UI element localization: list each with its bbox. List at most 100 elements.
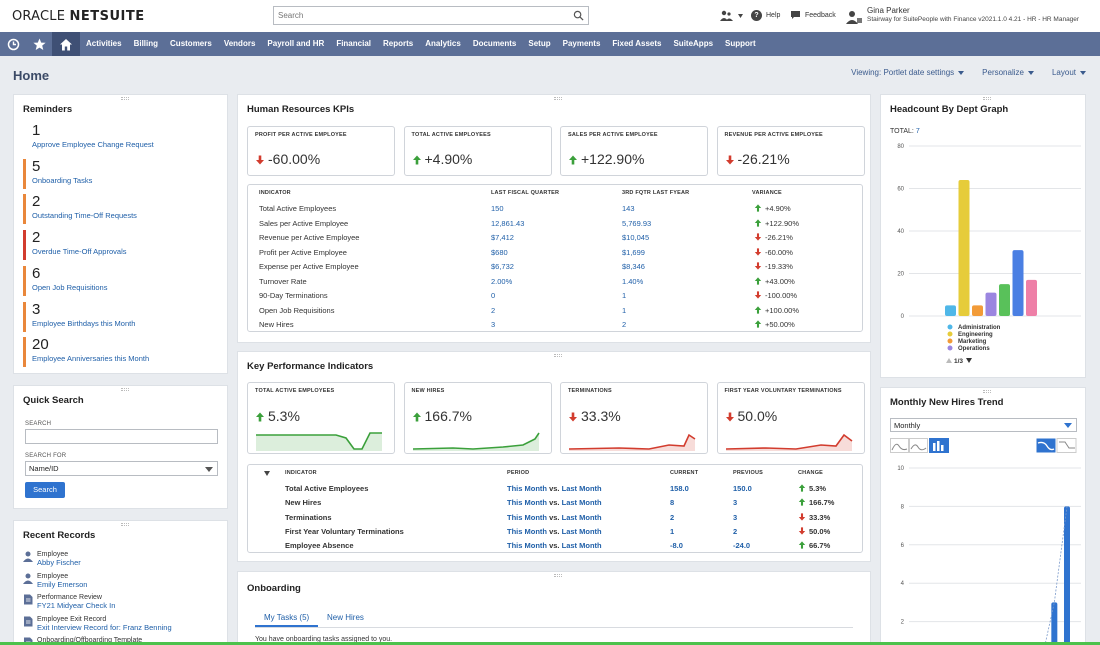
last-quarter-cell[interactable]: $6,732 bbox=[491, 262, 514, 271]
legend-next-icon[interactable] bbox=[966, 358, 972, 363]
kpi-card[interactable]: NEW HIRES 166.7% bbox=[403, 382, 552, 454]
last-quarter-cell[interactable]: 0 bbox=[491, 291, 496, 300]
prior-year-cell[interactable]: 1 bbox=[622, 305, 627, 315]
previous-cell[interactable]: 150.0 bbox=[733, 484, 752, 493]
nav-support[interactable]: Support bbox=[725, 39, 756, 48]
record-name[interactable]: FY21 Midyear Check In bbox=[37, 601, 116, 610]
reminder-item[interactable]: 2 Overdue Time-Off Approvals bbox=[23, 230, 223, 261]
recent-record-item[interactable]: Employee Exit Record Exit Interview Recor… bbox=[23, 616, 172, 632]
prior-year-cell[interactable]: 5,769.93 bbox=[622, 218, 652, 228]
recent-record-item[interactable]: Employee Emily Emerson bbox=[23, 573, 87, 589]
tab-my-tasks[interactable]: My Tasks (5) bbox=[264, 613, 310, 622]
kpi-card[interactable]: TERMINATIONS 33.3% bbox=[560, 382, 708, 454]
bar[interactable] bbox=[1012, 250, 1024, 316]
netsuite-logo[interactable]: ORACLE NETSUITE bbox=[12, 9, 145, 24]
reminder-item[interactable]: 3 Employee Birthdays this Month bbox=[23, 301, 223, 332]
quick-search-input[interactable] bbox=[25, 429, 218, 444]
global-search-input[interactable] bbox=[274, 7, 564, 24]
drag-handle[interactable] bbox=[554, 354, 562, 357]
last-quarter-cell[interactable]: 150 bbox=[491, 204, 504, 213]
nav-payroll-hr[interactable]: Payroll and HR bbox=[267, 39, 325, 48]
previous-cell[interactable]: 3 bbox=[733, 498, 738, 508]
nav-suiteapps[interactable]: SuiteApps bbox=[673, 39, 714, 48]
nav-analytics[interactable]: Analytics bbox=[425, 39, 461, 48]
layout-dropdown[interactable]: Layout bbox=[1052, 68, 1086, 77]
bar[interactable] bbox=[1026, 279, 1037, 316]
previous-cell[interactable]: 2 bbox=[733, 526, 738, 536]
search-button[interactable]: Search bbox=[25, 482, 65, 498]
period-cell[interactable]: This Month vs. Last Month bbox=[507, 498, 602, 508]
prior-year-cell[interactable]: 2 bbox=[622, 320, 627, 329]
prior-year-cell[interactable]: $10,045 bbox=[622, 233, 650, 242]
last-quarter-cell[interactable]: 3 bbox=[491, 320, 496, 329]
shortcuts-menu[interactable] bbox=[720, 10, 743, 21]
last-quarter-cell[interactable]: 2 bbox=[491, 305, 496, 315]
reminder-item[interactable]: 20 Employee Anniversaries this Month bbox=[23, 337, 223, 368]
reminder-label[interactable]: Employee Birthdays this Month bbox=[32, 318, 136, 328]
reminder-item[interactable]: 1 Approve Employee Change Request bbox=[23, 123, 223, 153]
kpi-card[interactable]: TOTAL ACTIVE EMPLOYEES 5.3% bbox=[247, 382, 395, 454]
nav-setup[interactable]: Setup bbox=[528, 39, 551, 48]
current-cell[interactable]: -8.0 bbox=[670, 541, 683, 551]
previous-cell[interactable]: 3 bbox=[733, 512, 738, 522]
recent-record-item[interactable]: Employee Abby Fischer bbox=[23, 551, 81, 567]
drag-handle[interactable] bbox=[983, 97, 991, 100]
nav-payments[interactable]: Payments bbox=[562, 39, 601, 48]
reminder-item[interactable]: 2 Outstanding Time-Off Requests bbox=[23, 194, 223, 225]
current-cell[interactable]: 2 bbox=[670, 512, 675, 522]
area-chart-icon[interactable] bbox=[890, 438, 909, 453]
drag-handle[interactable] bbox=[554, 574, 562, 577]
prior-year-cell[interactable]: $1,699 bbox=[622, 247, 645, 257]
period-cell[interactable]: This Month vs. Last Month bbox=[507, 526, 602, 536]
bar[interactable] bbox=[972, 305, 983, 316]
last-quarter-cell[interactable]: $7,412 bbox=[491, 233, 514, 242]
reminder-label[interactable]: Outstanding Time-Off Requests bbox=[32, 211, 137, 221]
kpi-card[interactable]: PROFIT PER ACTIVE EMPLOYEE -60.00% bbox=[247, 126, 395, 176]
star-icon[interactable] bbox=[26, 32, 52, 56]
current-cell[interactable]: 1 bbox=[670, 526, 675, 536]
nav-documents[interactable]: Documents bbox=[472, 39, 517, 48]
reminder-item[interactable]: 6 Open Job Requisitions bbox=[23, 265, 223, 296]
personalize-dropdown[interactable]: Personalize bbox=[982, 68, 1034, 77]
drag-handle[interactable] bbox=[120, 388, 129, 391]
nav-financial[interactable]: Financial bbox=[336, 39, 371, 48]
nav-activities[interactable]: Activities bbox=[86, 39, 122, 48]
nav-fixed-assets[interactable]: Fixed Assets bbox=[612, 39, 662, 48]
record-name[interactable]: Emily Emerson bbox=[37, 579, 88, 589]
record-name[interactable]: Abby Fischer bbox=[37, 558, 81, 567]
period-cell[interactable]: This Month vs. Last Month bbox=[507, 484, 602, 493]
bar[interactable] bbox=[985, 292, 997, 316]
search-icon[interactable] bbox=[573, 10, 584, 21]
prior-year-cell[interactable]: 143 bbox=[622, 204, 635, 213]
recent-record-item[interactable]: Performance Review FY21 Midyear Check In bbox=[23, 594, 115, 610]
kpi-card[interactable]: SALES PER ACTIVE EMPLOYEE +122.90% bbox=[560, 126, 708, 176]
search-for-select[interactable]: Name/ID bbox=[25, 461, 218, 476]
line-chart-icon[interactable] bbox=[909, 438, 928, 453]
nav-vendors[interactable]: Vendors bbox=[223, 39, 256, 48]
prior-year-cell[interactable]: 1.40% bbox=[622, 276, 644, 286]
reminder-item[interactable]: 5 Onboarding Tasks bbox=[23, 158, 223, 189]
prior-year-cell[interactable]: 1 bbox=[622, 291, 627, 300]
nav-reports[interactable]: Reports bbox=[383, 39, 414, 48]
last-quarter-cell[interactable]: 2.00% bbox=[491, 276, 513, 286]
nav-billing[interactable]: Billing bbox=[133, 39, 159, 48]
bar[interactable] bbox=[945, 305, 956, 316]
global-search[interactable] bbox=[273, 6, 589, 25]
drag-handle[interactable] bbox=[554, 97, 562, 100]
home-icon[interactable] bbox=[52, 32, 80, 56]
previous-cell[interactable]: -24.0 bbox=[733, 541, 751, 551]
reminder-label[interactable]: Open Job Requisitions bbox=[32, 282, 108, 292]
legend-prev-icon[interactable] bbox=[946, 358, 952, 363]
period-cell[interactable]: This Month vs. Last Month bbox=[507, 541, 602, 551]
record-name[interactable]: Exit Interview Record for: Franz Benning bbox=[37, 622, 172, 632]
current-cell[interactable]: 158.0 bbox=[670, 484, 689, 493]
viewing-dropdown[interactable]: Viewing: Portlet date settings bbox=[851, 68, 965, 77]
last-quarter-cell[interactable]: $680 bbox=[491, 247, 508, 257]
kpi-card[interactable]: REVENUE PER ACTIVE EMPLOYEE -26.21% bbox=[716, 126, 865, 176]
kpi-card[interactable]: TOTAL ACTIVE EMPLOYEES +4.90% bbox=[403, 126, 552, 176]
drag-handle[interactable] bbox=[120, 97, 129, 100]
period-cell[interactable]: This Month vs. Last Month bbox=[507, 512, 602, 522]
bar[interactable] bbox=[999, 284, 1010, 316]
reminder-label[interactable]: Onboarding Tasks bbox=[32, 175, 93, 185]
period-select[interactable]: Monthly bbox=[890, 418, 1077, 432]
